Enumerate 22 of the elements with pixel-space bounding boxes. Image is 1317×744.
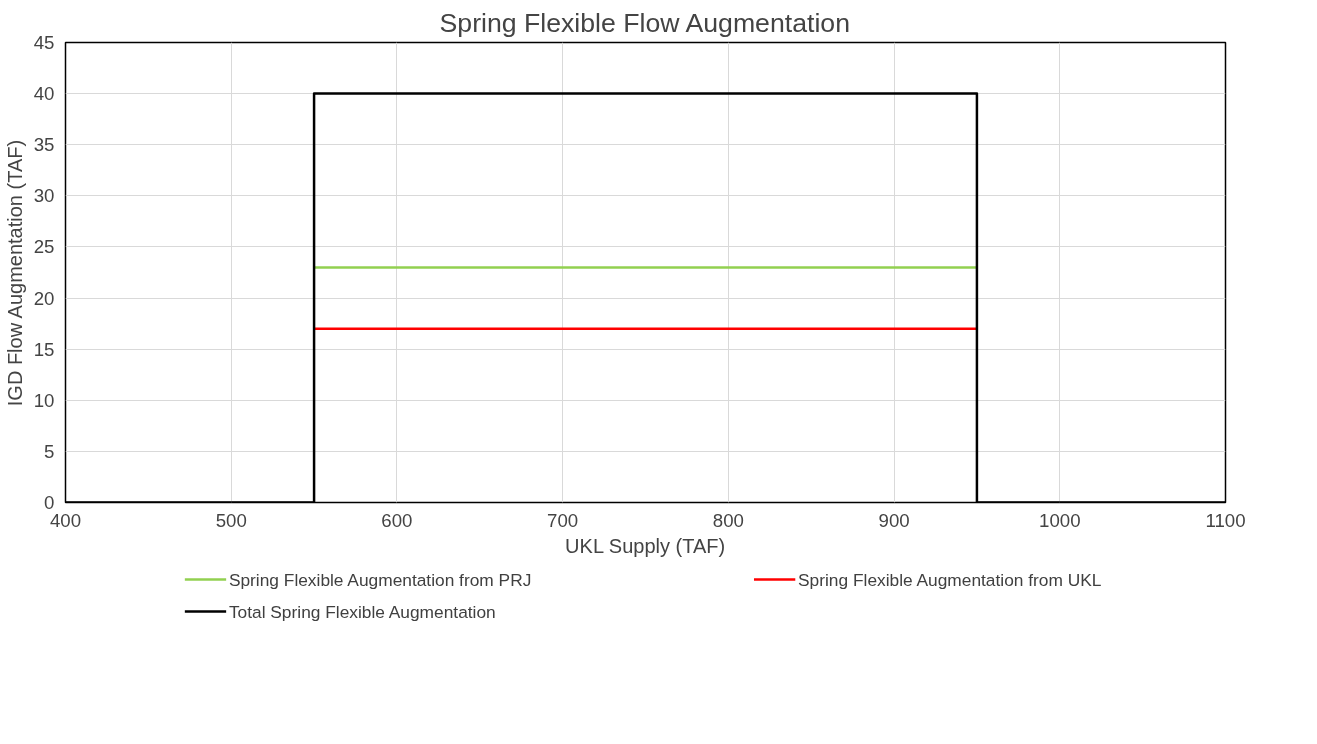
x-tick-label: 500	[215, 509, 247, 531]
x-tick-label: 900	[878, 509, 910, 531]
y-tick-label: 15	[33, 338, 55, 360]
y-tick-label: 5	[44, 440, 55, 462]
x-tick-label: 800	[712, 509, 744, 531]
y-tick-label: 10	[33, 389, 55, 411]
y-axis-title: IGD Flow Augmentation (TAF)	[3, 139, 26, 407]
x-tick-label: 700	[547, 509, 579, 531]
legend-label: Spring Flexible Augmentation from PRJ	[228, 569, 532, 590]
x-tick-label: 1100	[1205, 509, 1246, 531]
y-tick-label: 35	[33, 134, 55, 156]
x-tick-label: 1000	[1039, 509, 1081, 531]
x-tick-label: 600	[381, 509, 413, 531]
chart-title: Spring Flexible Flow Augmentation	[439, 7, 850, 38]
x-axis-title: UKL Supply (TAF)	[565, 534, 726, 557]
y-tick-label: 30	[33, 185, 55, 207]
y-tick-label: 45	[33, 32, 55, 53]
legend-label: Spring Flexible Augmentation from UKL	[798, 569, 1102, 590]
y-tick-label: 25	[33, 236, 55, 258]
legend-label: Total Spring Flexible Augmentation	[228, 601, 496, 622]
y-tick-label: 40	[33, 83, 55, 105]
y-tick-label: 20	[33, 287, 55, 309]
